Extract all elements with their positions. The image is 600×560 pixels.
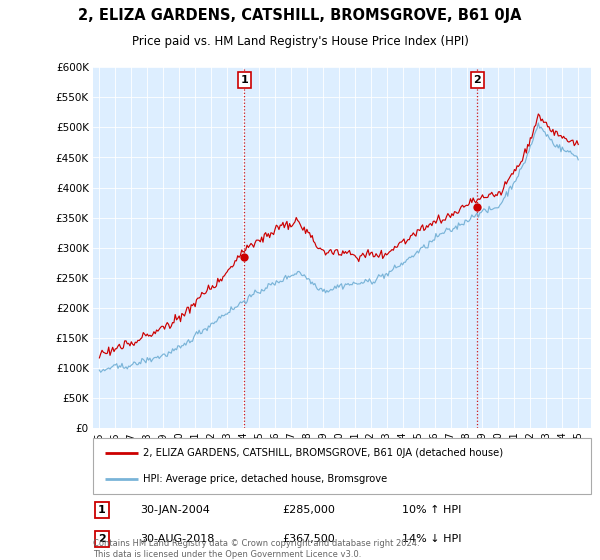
Text: 30-AUG-2018: 30-AUG-2018 [140,534,215,544]
Text: £285,000: £285,000 [282,505,335,515]
Text: 2, ELIZA GARDENS, CATSHILL, BROMSGROVE, B61 0JA (detached house): 2, ELIZA GARDENS, CATSHILL, BROMSGROVE, … [143,448,503,458]
Text: HPI: Average price, detached house, Bromsgrove: HPI: Average price, detached house, Brom… [143,474,387,484]
Text: 1: 1 [241,75,248,85]
Text: 10% ↑ HPI: 10% ↑ HPI [402,505,461,515]
Text: 30-JAN-2004: 30-JAN-2004 [140,505,210,515]
Text: 14% ↓ HPI: 14% ↓ HPI [402,534,461,544]
Text: £367,500: £367,500 [282,534,335,544]
Text: Contains HM Land Registry data © Crown copyright and database right 2024.
This d: Contains HM Land Registry data © Crown c… [93,539,419,559]
Text: 2: 2 [473,75,481,85]
Text: Price paid vs. HM Land Registry's House Price Index (HPI): Price paid vs. HM Land Registry's House … [131,35,469,48]
Text: 1: 1 [98,505,106,515]
Text: 2, ELIZA GARDENS, CATSHILL, BROMSGROVE, B61 0JA: 2, ELIZA GARDENS, CATSHILL, BROMSGROVE, … [78,8,522,24]
FancyBboxPatch shape [93,438,591,494]
Text: 2: 2 [98,534,106,544]
